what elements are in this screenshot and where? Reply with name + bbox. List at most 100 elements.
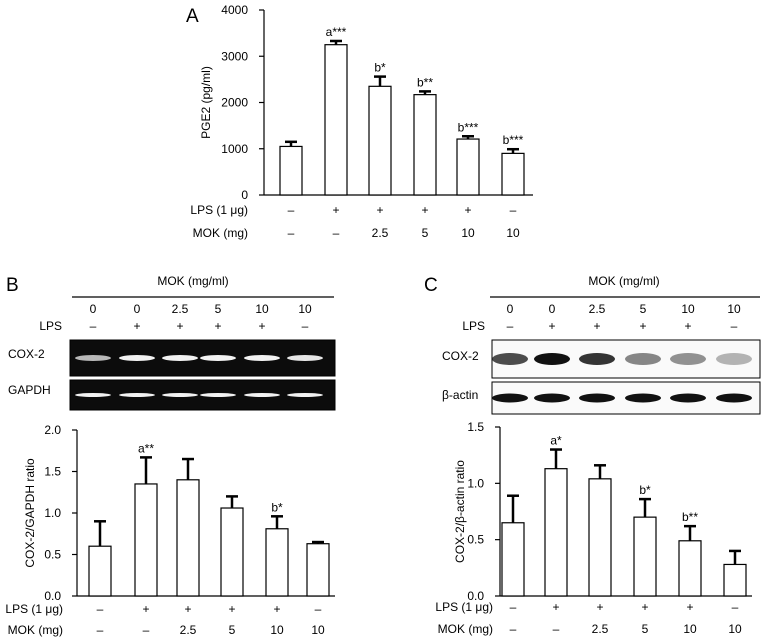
chart-c-bar (678, 540, 702, 597)
panel-c-dose-value: 0 (549, 302, 556, 316)
panel-c-header: MOK (mg/ml) (588, 274, 659, 288)
chart-b-condition-value: 2.5 (180, 623, 197, 637)
panel-b-blot-band (200, 393, 236, 397)
chart-c-condition-value: + (641, 600, 648, 614)
chart-a-condition-value: – (510, 203, 517, 217)
panel-c-dose-value: 0 (507, 302, 514, 316)
chart-c-ytick-label: 0.5 (467, 533, 484, 547)
chart-a-condition-value: – (288, 203, 295, 217)
panel-c-lps-value: – (507, 319, 514, 333)
panel-c-blot-band (670, 393, 706, 403)
panel-c-blot-band (492, 353, 528, 365)
chart-b-ytick-label: 2.0 (44, 423, 61, 437)
chart-b-bar (220, 507, 244, 597)
panel-b-lps-value: – (90, 319, 97, 333)
chart-a-condition-value: + (332, 203, 339, 217)
chart-c-condition-value: 10 (683, 622, 697, 636)
panel-c-blot-band (716, 353, 752, 365)
chart-b-significance-label: b* (271, 500, 283, 514)
chart-c-ytick-label: 1.5 (467, 420, 484, 434)
panel-b-blot-band (244, 393, 280, 397)
chart-b-ytick-label: 1.0 (44, 506, 61, 520)
chart-c-bar (501, 522, 525, 597)
chart-a-significance-label: b* (374, 61, 386, 75)
chart-b-bar (134, 483, 158, 597)
chart-c-bar (633, 516, 657, 597)
panel-c-blot: 0 0 2.5 5 10 10 LPS – + + + + – (462, 302, 761, 415)
chart-b-bar (88, 545, 112, 597)
chart-b-condition-value: 5 (229, 623, 236, 637)
panel-c-blot-band (625, 393, 661, 403)
chart-a-significance-label: b*** (458, 120, 479, 134)
chart-a-condition-value: – (288, 226, 295, 240)
chart-c-significance-label: b* (639, 483, 651, 497)
chart-b-condition-value: + (228, 602, 235, 616)
chart-c-condition-label: LPS (1 μg) (435, 600, 493, 614)
chart-b-ytick-label: 1.5 (44, 465, 61, 479)
panel-b-dose-value: 10 (298, 302, 312, 316)
panel-c-blot-section: MOK (mg/ml) 0 0 2.5 5 10 10 LPS – + + + + – COX-2 β-… (442, 274, 761, 415)
panel-c-lps-value: + (639, 319, 646, 333)
chart-a-bar (501, 152, 525, 196)
chart-b-condition-value: + (184, 602, 191, 616)
panel-c-dose-value: 10 (681, 302, 695, 316)
chart-a-condition-value: 10 (461, 226, 475, 240)
chart-c-condition-value: – (732, 600, 739, 614)
chart-a-bar (279, 145, 303, 196)
panel-c-blot-band (716, 393, 752, 403)
chart-c-bar (544, 468, 568, 597)
chart-b-condition-value: – (315, 602, 322, 616)
chart-c-significance-label: a* (550, 434, 562, 448)
panel-b-lps-value: + (176, 319, 183, 333)
chart-c-ytick-label: 1.0 (467, 476, 484, 490)
panel-c-blot-band (670, 353, 706, 365)
panel-c-blot-band (579, 393, 615, 403)
panel-c-lps-value: + (593, 319, 600, 333)
chart-b: 0.0 0.5 1.0 1.5 2.0 COX-2/GAPDH ratio a** b* LPS… (5, 423, 335, 637)
panel-c-blot-band (492, 393, 528, 403)
chart-c-condition-value: + (686, 600, 693, 614)
panel-b-dose-value: 0 (134, 302, 141, 316)
chart-a-ytick-label: 1000 (221, 142, 248, 156)
chart-a-condition-value: 5 (422, 226, 429, 240)
panel-b-blot-band (287, 355, 323, 361)
chart-a-bar (413, 94, 437, 196)
panel-c-lps-value: + (684, 319, 691, 333)
panel-letter-b: B (6, 275, 19, 296)
panel-b-blot-band (162, 393, 198, 397)
chart-b-bar (265, 528, 289, 597)
panel-b-blot-band (287, 393, 323, 397)
panel-b-blot-label-gapdh: GAPDH (8, 383, 51, 397)
chart-c-condition-value: 5 (642, 622, 649, 636)
chart-a-ylabel: PGE2 (pg/ml) (199, 66, 213, 139)
chart-b-condition-value: – (143, 623, 150, 637)
panel-b-blot-band (119, 393, 155, 397)
panel-b-blot-band (244, 355, 280, 361)
chart-b-condition-label: LPS (1 μg) (5, 602, 63, 616)
chart-b-condition-value: + (273, 602, 280, 616)
chart-b-ylabel: COX-2/GAPDH ratio (23, 458, 37, 568)
chart-c-ylabel: COX-2/β-actin ratio (453, 460, 467, 563)
chart-c-condition-value: 10 (728, 622, 742, 636)
chart-c-bar (588, 478, 612, 597)
chart-a-ytick-label: 0 (241, 188, 248, 202)
panel-b-blot: 0 0 2.5 5 10 10 LPS – + + + + – (39, 302, 336, 411)
panel-b-lps-value: – (302, 319, 309, 333)
chart-c-condition-value: – (510, 622, 517, 636)
panel-b-dose-value: 2.5 (172, 302, 189, 316)
panel-c-blot-label-bactin: β-actin (442, 388, 478, 402)
chart-c-condition-value: + (596, 600, 603, 614)
panel-b-header: MOK (mg/ml) (157, 274, 228, 288)
chart-b-condition-value: – (97, 602, 104, 616)
panel-b-blot-band (162, 355, 198, 361)
chart-a-condition-value: 10 (506, 226, 520, 240)
panel-b-dose-value: 10 (255, 302, 269, 316)
chart-c-condition-label: MOK (mg) (438, 622, 493, 636)
panel-c-blot-band (579, 353, 615, 365)
chart-c-condition-value: 2.5 (592, 622, 609, 636)
chart-a-significance-label: b*** (503, 133, 524, 147)
chart-c-condition-value: – (553, 622, 560, 636)
chart-b-bar (176, 479, 200, 597)
chart-a-ytick-label: 4000 (221, 3, 248, 17)
panel-c-dose-value: 5 (640, 302, 647, 316)
